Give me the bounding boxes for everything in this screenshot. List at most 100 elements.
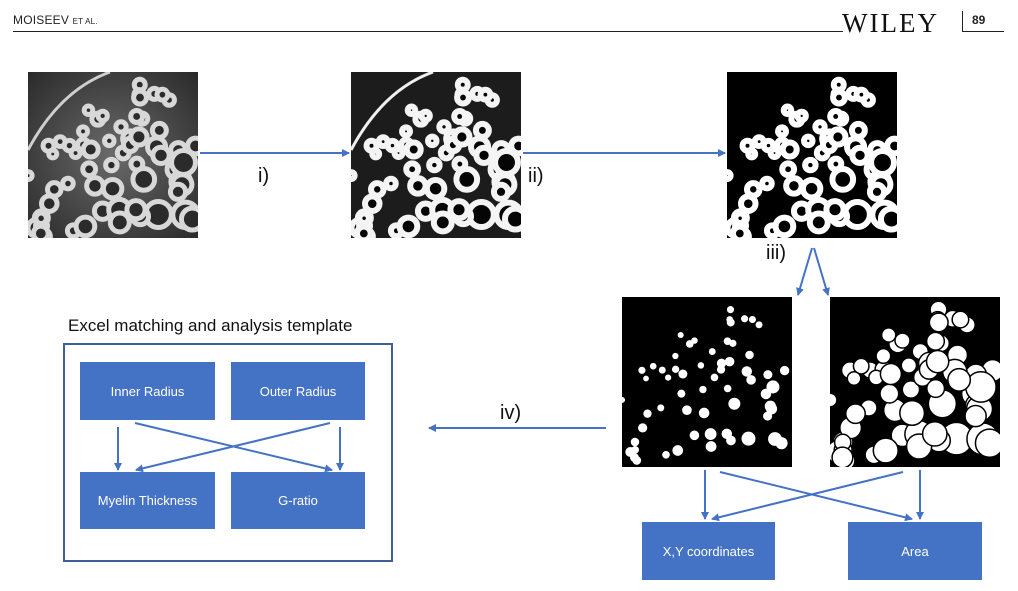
- fiber-area-blob: [921, 420, 948, 447]
- flow-arrows: [114, 149, 924, 522]
- fiber-ring: [848, 120, 868, 140]
- fiber-ring: [779, 139, 800, 160]
- fiber-ring: [830, 88, 848, 107]
- fiber-ring: [84, 175, 106, 197]
- fiber-ring: [853, 86, 870, 103]
- fiber-area-blob: [741, 366, 752, 377]
- fiber-area-blob: [708, 348, 716, 355]
- fiber-ring: [812, 119, 828, 135]
- fiber-area-blob: [677, 331, 684, 339]
- fiber-ring: [729, 223, 750, 238]
- fiber-area-blob: [643, 375, 649, 382]
- fiber-ring: [453, 166, 481, 193]
- fiber-area-blob: [689, 430, 700, 441]
- fiber-ring: [780, 103, 795, 117]
- fiber-ring: [508, 135, 521, 157]
- fiber-ring: [81, 103, 96, 117]
- fiber-area-blob: [925, 331, 946, 351]
- fiber-area-blob: [925, 349, 950, 374]
- publisher-logo: WILEY: [842, 8, 939, 38]
- fiber-area-blob: [672, 352, 679, 360]
- fiber-ring: [102, 133, 117, 149]
- fiber-area-blob: [726, 318, 735, 327]
- myelin-thickness-box: Myelin Thickness: [80, 472, 215, 529]
- fiber-area-blob: [622, 397, 626, 403]
- fiber-ring: [801, 133, 816, 149]
- fiber-ring: [68, 146, 83, 161]
- fiber-ring: [451, 126, 473, 148]
- fiber-ring: [430, 210, 455, 235]
- fiber-area-blob: [662, 451, 670, 459]
- author-suffix: ET AL.: [72, 17, 98, 26]
- fiber-ring: [451, 108, 469, 125]
- arrow-outer-to-myelin: [135, 422, 331, 473]
- fiber-ring: [884, 135, 897, 157]
- fiber-ring: [33, 210, 49, 226]
- micrograph-outer-areas: [830, 297, 1000, 467]
- fiber-ring: [369, 147, 383, 161]
- fiber-ring: [759, 175, 775, 192]
- fiber-ring: [154, 86, 171, 103]
- fiber-area-blob: [748, 315, 756, 324]
- fiber-area-blob: [631, 438, 639, 446]
- fiber-ring: [501, 205, 521, 233]
- fiber-ring: [849, 144, 871, 167]
- fiber-ring: [375, 134, 391, 149]
- micrograph-raw: [28, 72, 198, 238]
- step-label-iii: iii): [766, 242, 786, 264]
- fiber-area-blob: [779, 365, 790, 376]
- fiber-ring: [131, 88, 149, 107]
- outer-radius-box: Outer Radius: [231, 362, 365, 420]
- fiber-area-blob: [630, 453, 639, 462]
- fiber-ring: [436, 119, 452, 135]
- fiber-ring: [829, 166, 857, 193]
- fiber-ring: [743, 180, 763, 199]
- fiber-ring: [178, 205, 198, 233]
- fiber-ring: [356, 210, 372, 226]
- fiber-ring: [149, 120, 169, 140]
- fiber-area-blob: [846, 371, 862, 387]
- fiber-area-blob: [755, 321, 763, 329]
- fiber-ring: [30, 223, 51, 238]
- fiber-ring: [802, 156, 819, 174]
- fiber-ring: [52, 134, 68, 149]
- fiber-ring: [128, 126, 150, 148]
- step-label-ii: ii): [528, 165, 544, 187]
- fiber-ring: [367, 180, 387, 199]
- fiber-area-blob: [951, 310, 970, 329]
- fiber-ring: [403, 160, 422, 179]
- fiber-area-blob: [721, 428, 733, 440]
- fiber-area-blob: [705, 441, 717, 452]
- fiber-ring: [779, 160, 798, 179]
- fiber-ring: [95, 108, 110, 123]
- fiber-area-blob: [741, 431, 756, 446]
- fiber-area-blob: [830, 392, 838, 408]
- fiber-ring: [451, 155, 469, 173]
- fiber-ring: [827, 126, 849, 148]
- area-box: Area: [848, 522, 982, 580]
- fiber-ring: [28, 169, 35, 183]
- fiber-area-blob: [699, 385, 707, 394]
- fiber-area-blob: [763, 370, 773, 380]
- fiber-ring: [167, 181, 189, 202]
- xy-coordinates-box: X,Y coordinates: [642, 522, 775, 580]
- fiber-area-blob: [697, 362, 705, 369]
- fiber-area-blob: [928, 312, 949, 333]
- fiber-area-blob: [723, 384, 732, 393]
- fiber-ring: [353, 223, 374, 238]
- fiber-ring: [396, 214, 421, 238]
- fiber-ring: [399, 124, 413, 139]
- arrow-iii-right: [813, 247, 830, 296]
- fiber-ring: [44, 180, 64, 199]
- arrow-iii-left: [796, 247, 813, 296]
- fiber-ring: [403, 139, 424, 160]
- fiber-area-blob: [879, 362, 903, 386]
- fiber-ring: [124, 198, 148, 222]
- fiber-ring: [425, 133, 440, 149]
- fiber-ring: [80, 139, 101, 160]
- header-separator: [962, 11, 963, 31]
- fiber-ring: [128, 108, 146, 125]
- page-number-rule: [962, 31, 1004, 32]
- fiber-area-blob: [831, 446, 854, 467]
- fiber-ring: [76, 124, 90, 139]
